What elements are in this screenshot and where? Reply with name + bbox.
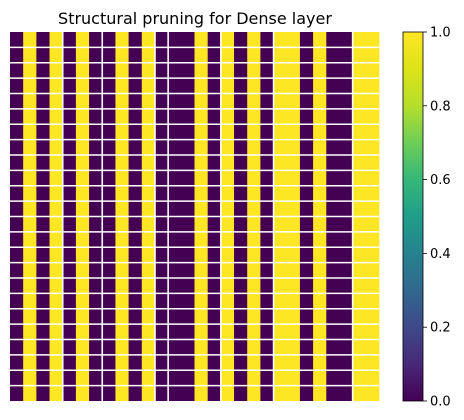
chart-title: Structural pruning for Dense layer	[58, 9, 332, 28]
colorbar-tick-label: 0.8	[430, 99, 451, 114]
colorbar-tick-label: 0.2	[430, 321, 451, 336]
colorbar-tick-label: 1.0	[430, 26, 451, 41]
colorbar-gradient	[402, 31, 424, 402]
colorbar-tick-label: 0.4	[430, 247, 451, 262]
colorbar: 0.0 0.2 0.4 0.6 0.8 1.0	[402, 26, 451, 410]
colorbar-tick-label: 0.0	[430, 395, 451, 410]
heatmap-plot	[10, 32, 380, 401]
colorbar-tick-label: 0.6	[430, 173, 451, 188]
